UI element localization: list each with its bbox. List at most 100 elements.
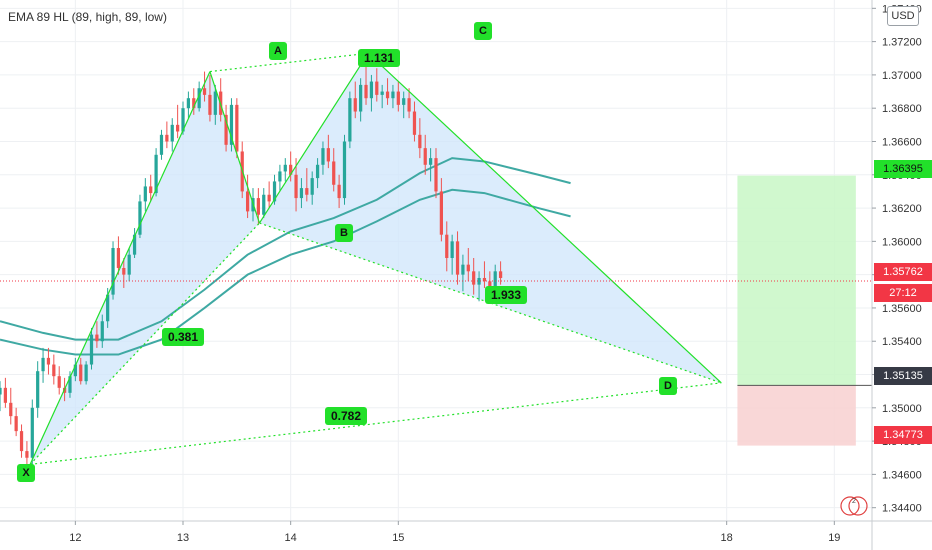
candle[interactable]	[165, 134, 169, 142]
candle[interactable]	[283, 164, 287, 172]
candle[interactable]	[9, 402, 13, 417]
candle[interactable]	[321, 148, 325, 165]
candle[interactable]	[111, 248, 115, 295]
diag-ac[interactable]	[209, 52, 369, 73]
candle[interactable]	[19, 431, 24, 452]
candle[interactable]	[396, 91, 400, 105]
diag-xb[interactable]	[29, 222, 260, 465]
candle[interactable]	[176, 124, 180, 132]
candle[interactable]	[439, 191, 443, 235]
candle[interactable]	[68, 376, 72, 393]
candle[interactable]	[73, 364, 77, 377]
candle[interactable]	[272, 181, 277, 202]
candle[interactable]	[348, 98, 352, 142]
candle[interactable]	[202, 88, 207, 95]
point-label-d[interactable]: D	[659, 377, 677, 395]
candle[interactable]	[353, 98, 357, 112]
candle[interactable]	[402, 98, 406, 105]
candle[interactable]	[235, 104, 239, 152]
candle[interactable]	[192, 98, 196, 109]
candle[interactable]	[315, 164, 320, 179]
ratio-label-xd[interactable]: 0.782	[325, 407, 368, 425]
candle[interactable]	[25, 451, 29, 458]
candle[interactable]	[445, 234, 449, 259]
candle[interactable]	[154, 154, 158, 194]
candle[interactable]	[30, 407, 34, 458]
candle[interactable]	[116, 248, 121, 268]
candle[interactable]	[305, 188, 309, 195]
candle[interactable]	[106, 294, 110, 322]
candle[interactable]	[294, 174, 298, 199]
pattern-bcd-fill[interactable]	[259, 53, 722, 383]
point-label-a[interactable]: A	[269, 42, 287, 60]
candle[interactable]	[488, 281, 492, 288]
point-label-x[interactable]: X	[17, 464, 35, 482]
candle[interactable]	[127, 254, 131, 275]
candle[interactable]	[477, 277, 481, 285]
candle[interactable]	[472, 271, 476, 285]
candle[interactable]	[229, 104, 234, 145]
candle[interactable]	[170, 124, 174, 142]
candle[interactable]	[482, 277, 487, 282]
candle[interactable]	[337, 184, 341, 199]
candle[interactable]	[46, 357, 51, 365]
profit-zone[interactable]	[737, 175, 856, 386]
candle[interactable]	[181, 108, 185, 132]
candle[interactable]	[14, 416, 18, 432]
candle[interactable]	[132, 234, 137, 255]
candle[interactable]	[89, 334, 94, 365]
broker-logo-icon[interactable]: 2	[839, 495, 869, 517]
point-label-c[interactable]: C	[474, 22, 492, 40]
candle[interactable]	[122, 267, 126, 275]
candle[interactable]	[149, 186, 153, 194]
ratio-label-bd[interactable]: 1.933	[485, 286, 528, 304]
candle[interactable]	[245, 191, 250, 212]
candle[interactable]	[138, 201, 142, 235]
candle[interactable]	[213, 91, 217, 115]
candle[interactable]	[197, 88, 201, 109]
leg-bc[interactable]	[258, 52, 369, 224]
leg-cd[interactable]	[367, 52, 722, 384]
candle[interactable]	[466, 264, 470, 272]
candle[interactable]	[36, 371, 40, 408]
candle[interactable]	[375, 81, 379, 95]
candle[interactable]	[332, 161, 336, 185]
ema-low-line[interactable]	[0, 188, 571, 356]
diag-xd[interactable]	[30, 382, 722, 466]
diag-bd[interactable]	[259, 222, 722, 384]
ema-high-line[interactable]	[0, 157, 571, 341]
indicator-title[interactable]: EMA 89 HL (89, high, 89, low)	[8, 10, 167, 24]
leg-ab[interactable]	[209, 71, 261, 224]
ratio-label-ac[interactable]: 1.131	[358, 49, 401, 67]
candle[interactable]	[418, 134, 422, 149]
ratio-label-xb[interactable]: 0.381	[162, 328, 205, 346]
candle[interactable]	[498, 271, 503, 278]
candle[interactable]	[41, 357, 45, 372]
candle[interactable]	[429, 158, 433, 165]
candle[interactable]	[423, 148, 427, 165]
candle[interactable]	[407, 98, 411, 112]
candle[interactable]	[385, 91, 390, 99]
candle[interactable]	[143, 186, 147, 202]
candle[interactable]	[256, 198, 260, 215]
candle[interactable]	[186, 98, 191, 109]
candle[interactable]	[310, 178, 314, 195]
candle[interactable]	[52, 364, 56, 377]
candle[interactable]	[493, 271, 497, 288]
candle[interactable]	[100, 321, 104, 342]
candle[interactable]	[0, 387, 2, 395]
currency-button[interactable]: USD	[887, 6, 919, 26]
candle[interactable]	[455, 241, 460, 275]
candle[interactable]	[208, 94, 212, 115]
candle[interactable]	[278, 171, 282, 182]
point-label-b[interactable]: B	[335, 224, 353, 242]
candle[interactable]	[159, 134, 164, 155]
candle[interactable]	[359, 84, 363, 112]
leg-xa[interactable]	[29, 71, 211, 465]
candle[interactable]	[79, 364, 83, 382]
candle[interactable]	[380, 91, 384, 95]
candle[interactable]	[461, 264, 465, 275]
candle[interactable]	[3, 387, 7, 403]
candle[interactable]	[84, 364, 88, 382]
